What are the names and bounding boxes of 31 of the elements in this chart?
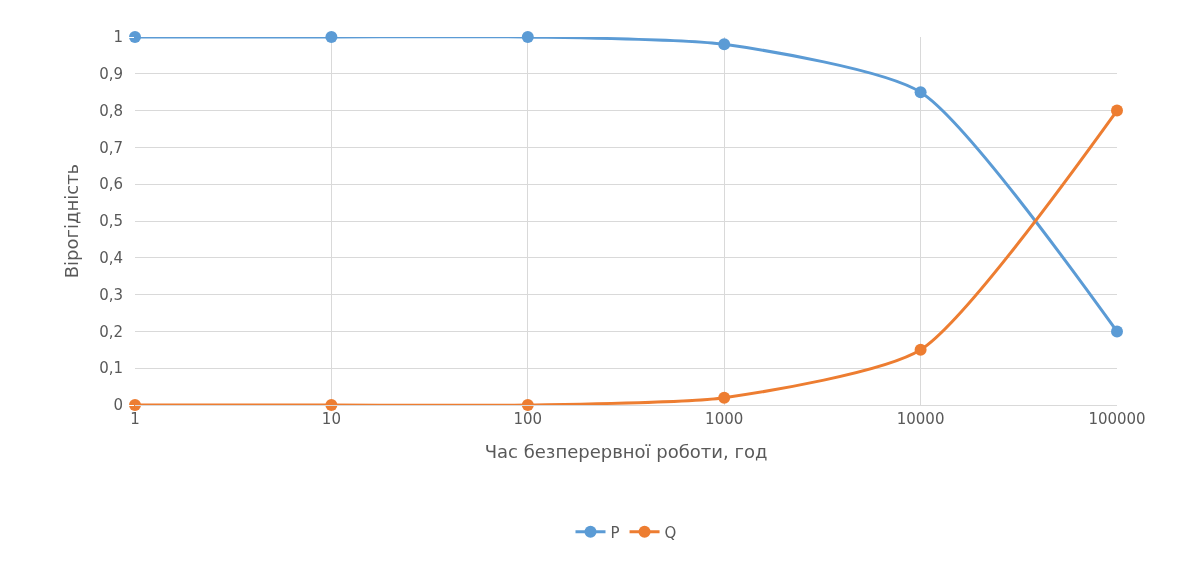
x-tick-label: 10000 [896,410,945,428]
y-axis-title: Вірогідність [61,163,83,279]
y-tick-label: 0,5 [99,212,123,231]
point [521,31,534,43]
y-tick-label: 1 [113,28,123,47]
x-tick-label: 10 [321,410,341,428]
x-tick-label: 1000 [705,410,744,428]
legend-label: Q [664,523,677,542]
point [521,399,534,411]
point [325,31,338,43]
y-tick-label: 0,4 [99,249,123,268]
point [1111,104,1123,117]
point [914,86,927,99]
point [129,31,141,43]
point [718,38,731,51]
x-tick-label: 1 [130,410,140,428]
y-tick-label: 0,8 [99,101,123,120]
y-tick-label: 0,6 [99,175,123,194]
y-tick-label: 0,7 [99,138,123,157]
point [718,391,731,404]
x-tick-label: 100000 [1088,410,1146,428]
point [914,343,927,356]
point [1111,325,1123,338]
x-axis-title: Час безперервної роботи, год [484,441,768,463]
y-tick-label: 0,1 [99,359,123,378]
x-tick-label: 100 [513,410,543,428]
y-tick-label: 0,9 [99,65,123,84]
y-tick-label: 0,3 [99,285,123,304]
y-tick-label: 0 [113,396,123,415]
legend-label: P [610,523,620,542]
y-tick-label: 0,2 [99,322,123,341]
